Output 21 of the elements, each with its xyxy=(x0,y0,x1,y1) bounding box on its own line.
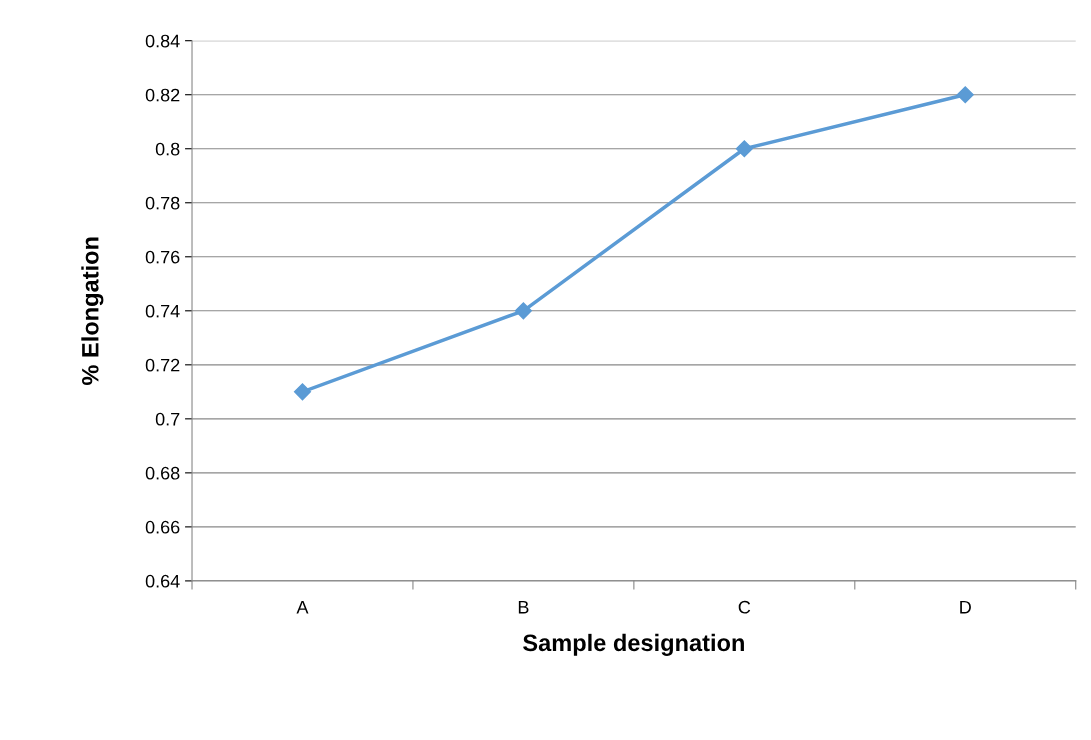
point xyxy=(735,140,753,158)
x-tick-label: D xyxy=(960,601,971,614)
y-tick-label: 0.84 xyxy=(145,34,180,48)
y-tick-label: 0.78 xyxy=(145,196,180,210)
y-tick-label: 0.72 xyxy=(145,358,180,372)
y-tick-label: 0.68 xyxy=(145,466,180,480)
point xyxy=(956,86,974,104)
y-tick-label: 0.8 xyxy=(155,142,180,156)
y-tick-label: 0.74 xyxy=(145,304,180,318)
x-axis-title: Sample designation xyxy=(523,633,744,656)
y-axis-title: % Elongation xyxy=(81,237,104,385)
y-tick-label: 0.76 xyxy=(145,250,180,264)
x-tick-label: B xyxy=(518,601,529,614)
x-tick-label: C xyxy=(738,600,751,614)
x-tick-label: A xyxy=(296,601,309,614)
y-tick-label: 0.82 xyxy=(145,88,180,102)
y-tick-label: 0.7 xyxy=(155,412,180,426)
point xyxy=(293,383,312,401)
y-tick-label: 0.64 xyxy=(145,574,180,588)
y-tick-label: 0.66 xyxy=(145,520,180,534)
point xyxy=(514,302,532,320)
